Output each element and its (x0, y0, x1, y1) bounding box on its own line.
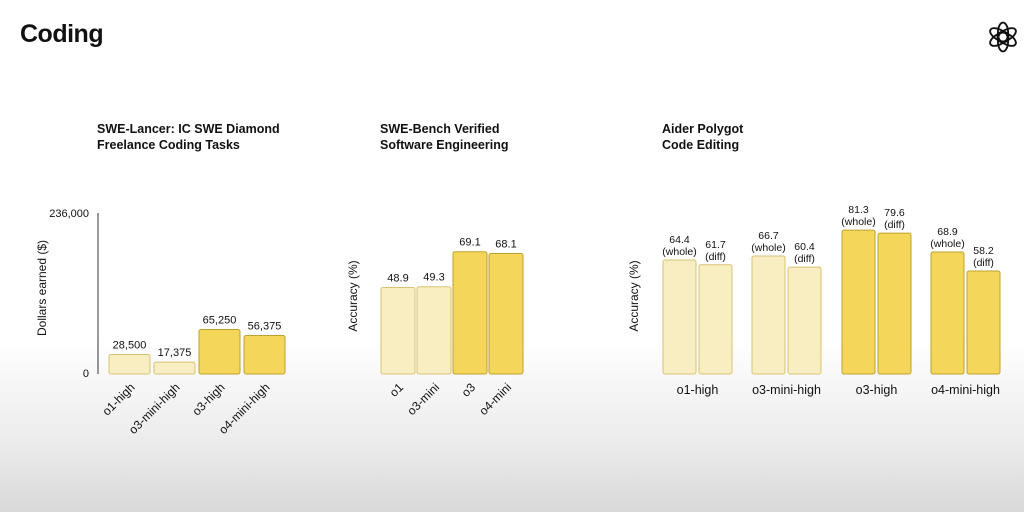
chart-title-line: Software Engineering (380, 138, 509, 152)
x-tick-label: o3 (459, 380, 479, 400)
bar (751, 255, 786, 375)
swe-bench-chart-title: SWE-Bench Verified Software Engineering (380, 121, 509, 153)
bar (416, 286, 452, 375)
data-label: 58.2 (973, 245, 994, 257)
data-label: 49.3 (423, 272, 444, 284)
bar (698, 264, 733, 375)
x-tick-label: o1-high (99, 380, 137, 418)
bar (662, 259, 697, 375)
series-sub-label: (diff) (884, 219, 905, 231)
x-tick-label: o1-high (677, 383, 719, 397)
x-tick-label: o4-mini-high (931, 383, 1000, 397)
y-axis-label: Accuracy (%) (346, 260, 360, 331)
bar (108, 354, 151, 375)
bar (153, 361, 196, 375)
chart-title-line: Freelance Coding Tasks (97, 138, 240, 152)
data-label: 60.4 (794, 241, 815, 253)
series-sub-label: (whole) (751, 242, 785, 254)
data-label: 56,375 (248, 321, 282, 333)
page-title: Coding (20, 20, 104, 48)
data-label: 65,250 (203, 314, 237, 326)
x-tick-label: o3-high (856, 383, 898, 397)
bar (488, 252, 524, 375)
data-label: 68.9 (937, 226, 958, 238)
series-sub-label: (whole) (662, 246, 696, 258)
data-label: 66.7 (758, 230, 779, 242)
openai-logo-icon (989, 21, 1017, 53)
chart-title-line: SWE-Bench Verified (380, 122, 500, 136)
series-sub-label: (whole) (841, 216, 875, 228)
bar (930, 251, 965, 375)
x-tick-label: o1 (387, 380, 407, 400)
x-tick-label: o3-mini-high (752, 383, 821, 397)
y-tick-label: 236,000 (49, 208, 89, 220)
aider-polyglot-chart-title: Aider Polygot Code Editing (662, 121, 743, 153)
bar (198, 328, 241, 375)
chart-title-line: Code Editing (662, 138, 740, 152)
chart-title-line: SWE-Lancer: IC SWE Diamond (97, 122, 280, 136)
series-sub-label: (whole) (930, 238, 964, 250)
data-label: 81.3 (848, 204, 869, 216)
bar (841, 229, 876, 375)
x-tick-label: o4-mini (476, 380, 514, 418)
data-label: 48.9 (387, 272, 408, 284)
bar (966, 270, 1001, 375)
data-label: 79.6 (884, 207, 905, 219)
series-sub-label: (diff) (794, 253, 815, 265)
y-axis-label: Accuracy (%) (627, 260, 641, 331)
y-tick-label: 0 (83, 368, 89, 380)
data-label: 68.1 (495, 238, 516, 250)
chart-title-line: Aider Polygot (662, 122, 744, 136)
series-sub-label: (diff) (973, 257, 994, 269)
x-tick-label: o3-high (189, 380, 227, 418)
bar (877, 232, 912, 375)
bar (452, 251, 488, 375)
bar (787, 266, 822, 375)
data-label: 69.1 (459, 237, 480, 249)
bar (243, 335, 286, 375)
y-axis-label: Dollars earned ($) (35, 240, 49, 336)
data-label: 28,500 (113, 340, 147, 352)
data-label: 17,375 (158, 347, 192, 359)
data-label: 61.7 (705, 239, 726, 251)
bar (380, 286, 416, 375)
data-label: 64.4 (669, 234, 690, 246)
series-sub-label: (diff) (705, 251, 726, 263)
swe-lancer-chart-title: SWE-Lancer: IC SWE Diamond Freelance Cod… (97, 121, 280, 153)
x-tick-label: o3-mini (404, 380, 442, 418)
